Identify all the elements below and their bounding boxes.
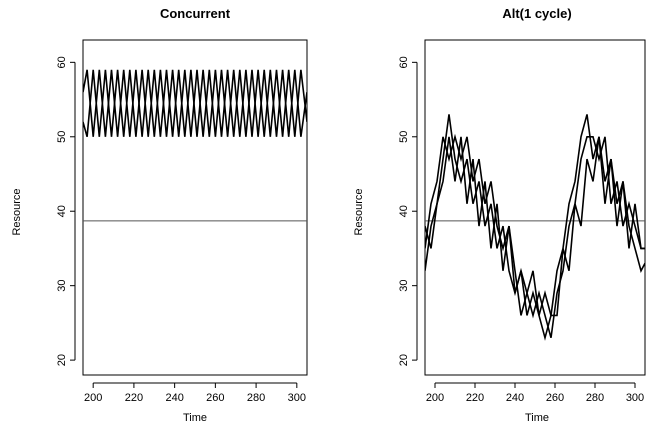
x-tick-label: 280 xyxy=(247,392,265,404)
x-tick-label: 260 xyxy=(546,392,564,404)
y-tick-label: 60 xyxy=(56,56,68,68)
x-tick-label: 220 xyxy=(125,392,143,404)
y-tick-label: 30 xyxy=(56,280,68,292)
y-tick-label: 40 xyxy=(56,205,68,217)
x-axis-label: Time xyxy=(183,412,207,424)
x-tick-label: 240 xyxy=(165,392,183,404)
x-tick-label: 240 xyxy=(506,392,524,404)
x-tick-label: 200 xyxy=(426,392,444,404)
alt-cycle-panel: Alt(1 cycle) Time Resource 200 220 240 260 2… xyxy=(353,6,646,424)
x-tick-label: 280 xyxy=(586,392,604,404)
concurrent-panel: Concurrent Time Resource 200 220 240 260 280… xyxy=(11,6,308,424)
y-tick-label: 50 xyxy=(56,131,68,143)
y-tick-label: 20 xyxy=(398,354,410,366)
x-axis-label: Time xyxy=(525,412,549,424)
chart-title: Alt(1 cycle) xyxy=(502,6,571,21)
chart-title: Concurrent xyxy=(160,6,231,21)
series-line-2 xyxy=(83,69,307,138)
x-tick-label: 200 xyxy=(84,392,102,404)
plot-frame xyxy=(82,39,308,376)
y-axis-label: Resource xyxy=(11,188,23,235)
series-line-3 xyxy=(425,136,645,317)
y-tick-label: 30 xyxy=(398,280,410,292)
y-tick-label: 50 xyxy=(398,131,410,143)
x-tick-label: 220 xyxy=(466,392,484,404)
y-axis-label: Resource xyxy=(353,188,365,235)
y-tick-label: 20 xyxy=(56,354,68,366)
x-tick-label: 300 xyxy=(288,392,306,404)
x-tick-label: 300 xyxy=(626,392,644,404)
x-tick-label: 260 xyxy=(206,392,224,404)
y-tick-label: 40 xyxy=(398,205,410,217)
plot-frame xyxy=(424,39,646,376)
y-tick-label: 60 xyxy=(398,56,410,68)
